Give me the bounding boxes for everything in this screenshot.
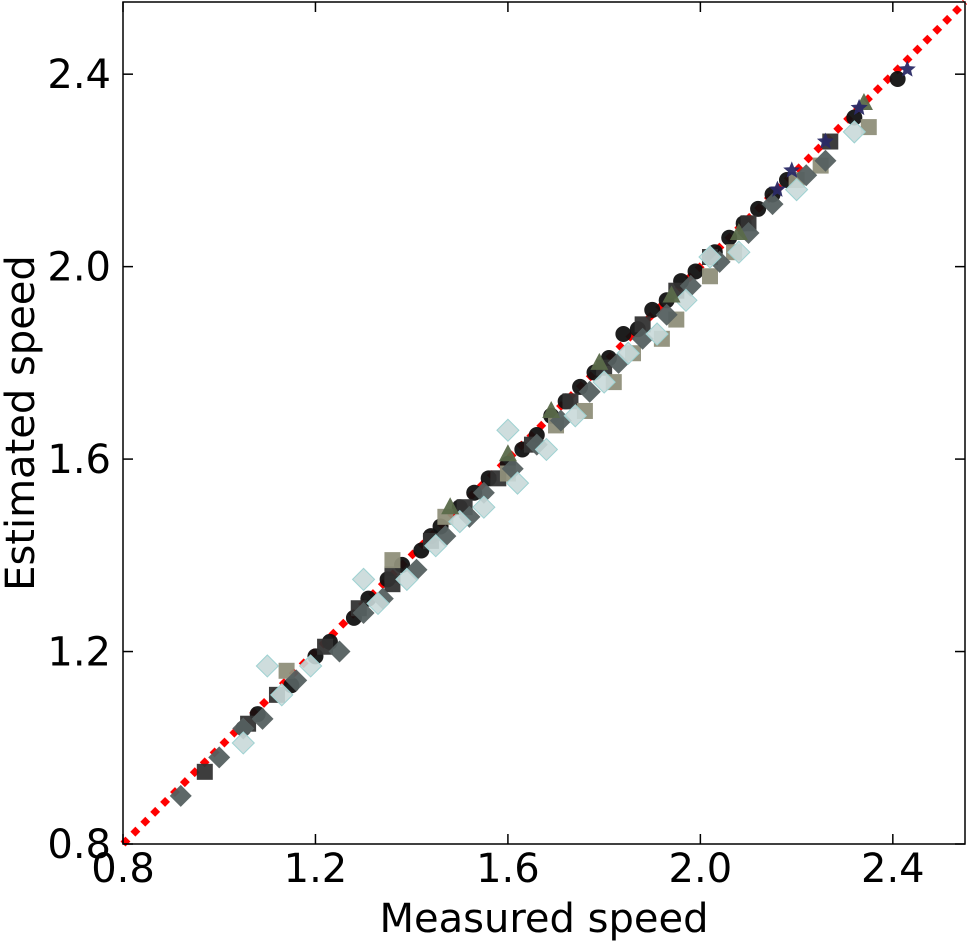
- y-tick-label: 1.2: [47, 630, 111, 676]
- data-point: [472, 495, 496, 519]
- data-point: [196, 763, 213, 780]
- x-tick-label: 1.2: [284, 846, 348, 892]
- data-point: [816, 132, 834, 149]
- data-point: [814, 149, 837, 172]
- data-point: [768, 180, 786, 197]
- y-tick-label: 0.8: [47, 822, 111, 868]
- data-point: [615, 325, 632, 342]
- reference-line-layer: [120, 0, 967, 847]
- data-point: [285, 669, 308, 692]
- data-point: [251, 707, 274, 730]
- data-point: [850, 98, 868, 116]
- data-point: [687, 263, 704, 280]
- data-point: [505, 471, 530, 495]
- data-point: [496, 418, 520, 442]
- ticks-layer: 0.8 1.2 1.6 2.0 2.4 0.8 1.2 1.6 2.0 2.4: [47, 2, 965, 892]
- y-tick-label: 2.0: [47, 245, 111, 291]
- data-point: [448, 509, 472, 534]
- data-point: [298, 654, 323, 678]
- data-point: [169, 784, 192, 807]
- data-point: [208, 746, 231, 769]
- data-point: [317, 638, 334, 655]
- data-point: [729, 222, 748, 240]
- data-point: [645, 322, 669, 346]
- data-point: [783, 161, 801, 178]
- data-point: [701, 268, 718, 285]
- data-point: [232, 717, 255, 740]
- data-point: [542, 400, 561, 418]
- data-point: [366, 591, 390, 616]
- data-point: [674, 288, 698, 313]
- x-tick-label: 0.8: [91, 846, 155, 892]
- x-tick-label: 2.4: [861, 846, 925, 892]
- data-point: [578, 380, 601, 403]
- data-point: [727, 240, 751, 264]
- data-point: [655, 303, 678, 326]
- data-point: [616, 341, 640, 365]
- data-point: [761, 193, 784, 216]
- y-tick-label: 1.6: [47, 437, 111, 483]
- data-point: [278, 662, 295, 679]
- data-point: [395, 567, 419, 592]
- data-point: [889, 70, 906, 87]
- data-point: [270, 683, 294, 707]
- x-tick-label: 1.6: [476, 846, 540, 892]
- data-point: [784, 177, 809, 202]
- data-point: [424, 533, 448, 558]
- data-point: [352, 602, 375, 625]
- plot-frame: [122, 1, 966, 845]
- data-point: [231, 731, 255, 755]
- data-point: [328, 640, 351, 663]
- data-point: [842, 120, 867, 144]
- data-point: [846, 109, 863, 126]
- data-point: [351, 567, 376, 592]
- y-axis-title: Estimated speed: [0, 255, 44, 591]
- y-tick-label: 2.4: [47, 52, 111, 98]
- x-tick-label: 2.0: [669, 846, 733, 892]
- data-point: [590, 352, 609, 370]
- x-axis-title: Measured speed: [380, 896, 709, 941]
- data-point: [634, 316, 651, 333]
- data-point: [384, 552, 401, 569]
- data-point: [662, 285, 681, 303]
- data-point: [795, 164, 818, 187]
- data-point: [441, 497, 460, 515]
- points-layer: [169, 60, 916, 807]
- data-point: [592, 370, 616, 394]
- data-point: [698, 245, 722, 269]
- data-point: [898, 60, 916, 77]
- data-point: [644, 301, 661, 318]
- identity-reference-line: [120, 0, 967, 847]
- data-point: [563, 404, 587, 428]
- data-point: [255, 654, 280, 678]
- data-point: [534, 437, 559, 462]
- data-point: [472, 481, 495, 504]
- data-point: [498, 444, 517, 462]
- data-point: [750, 200, 767, 217]
